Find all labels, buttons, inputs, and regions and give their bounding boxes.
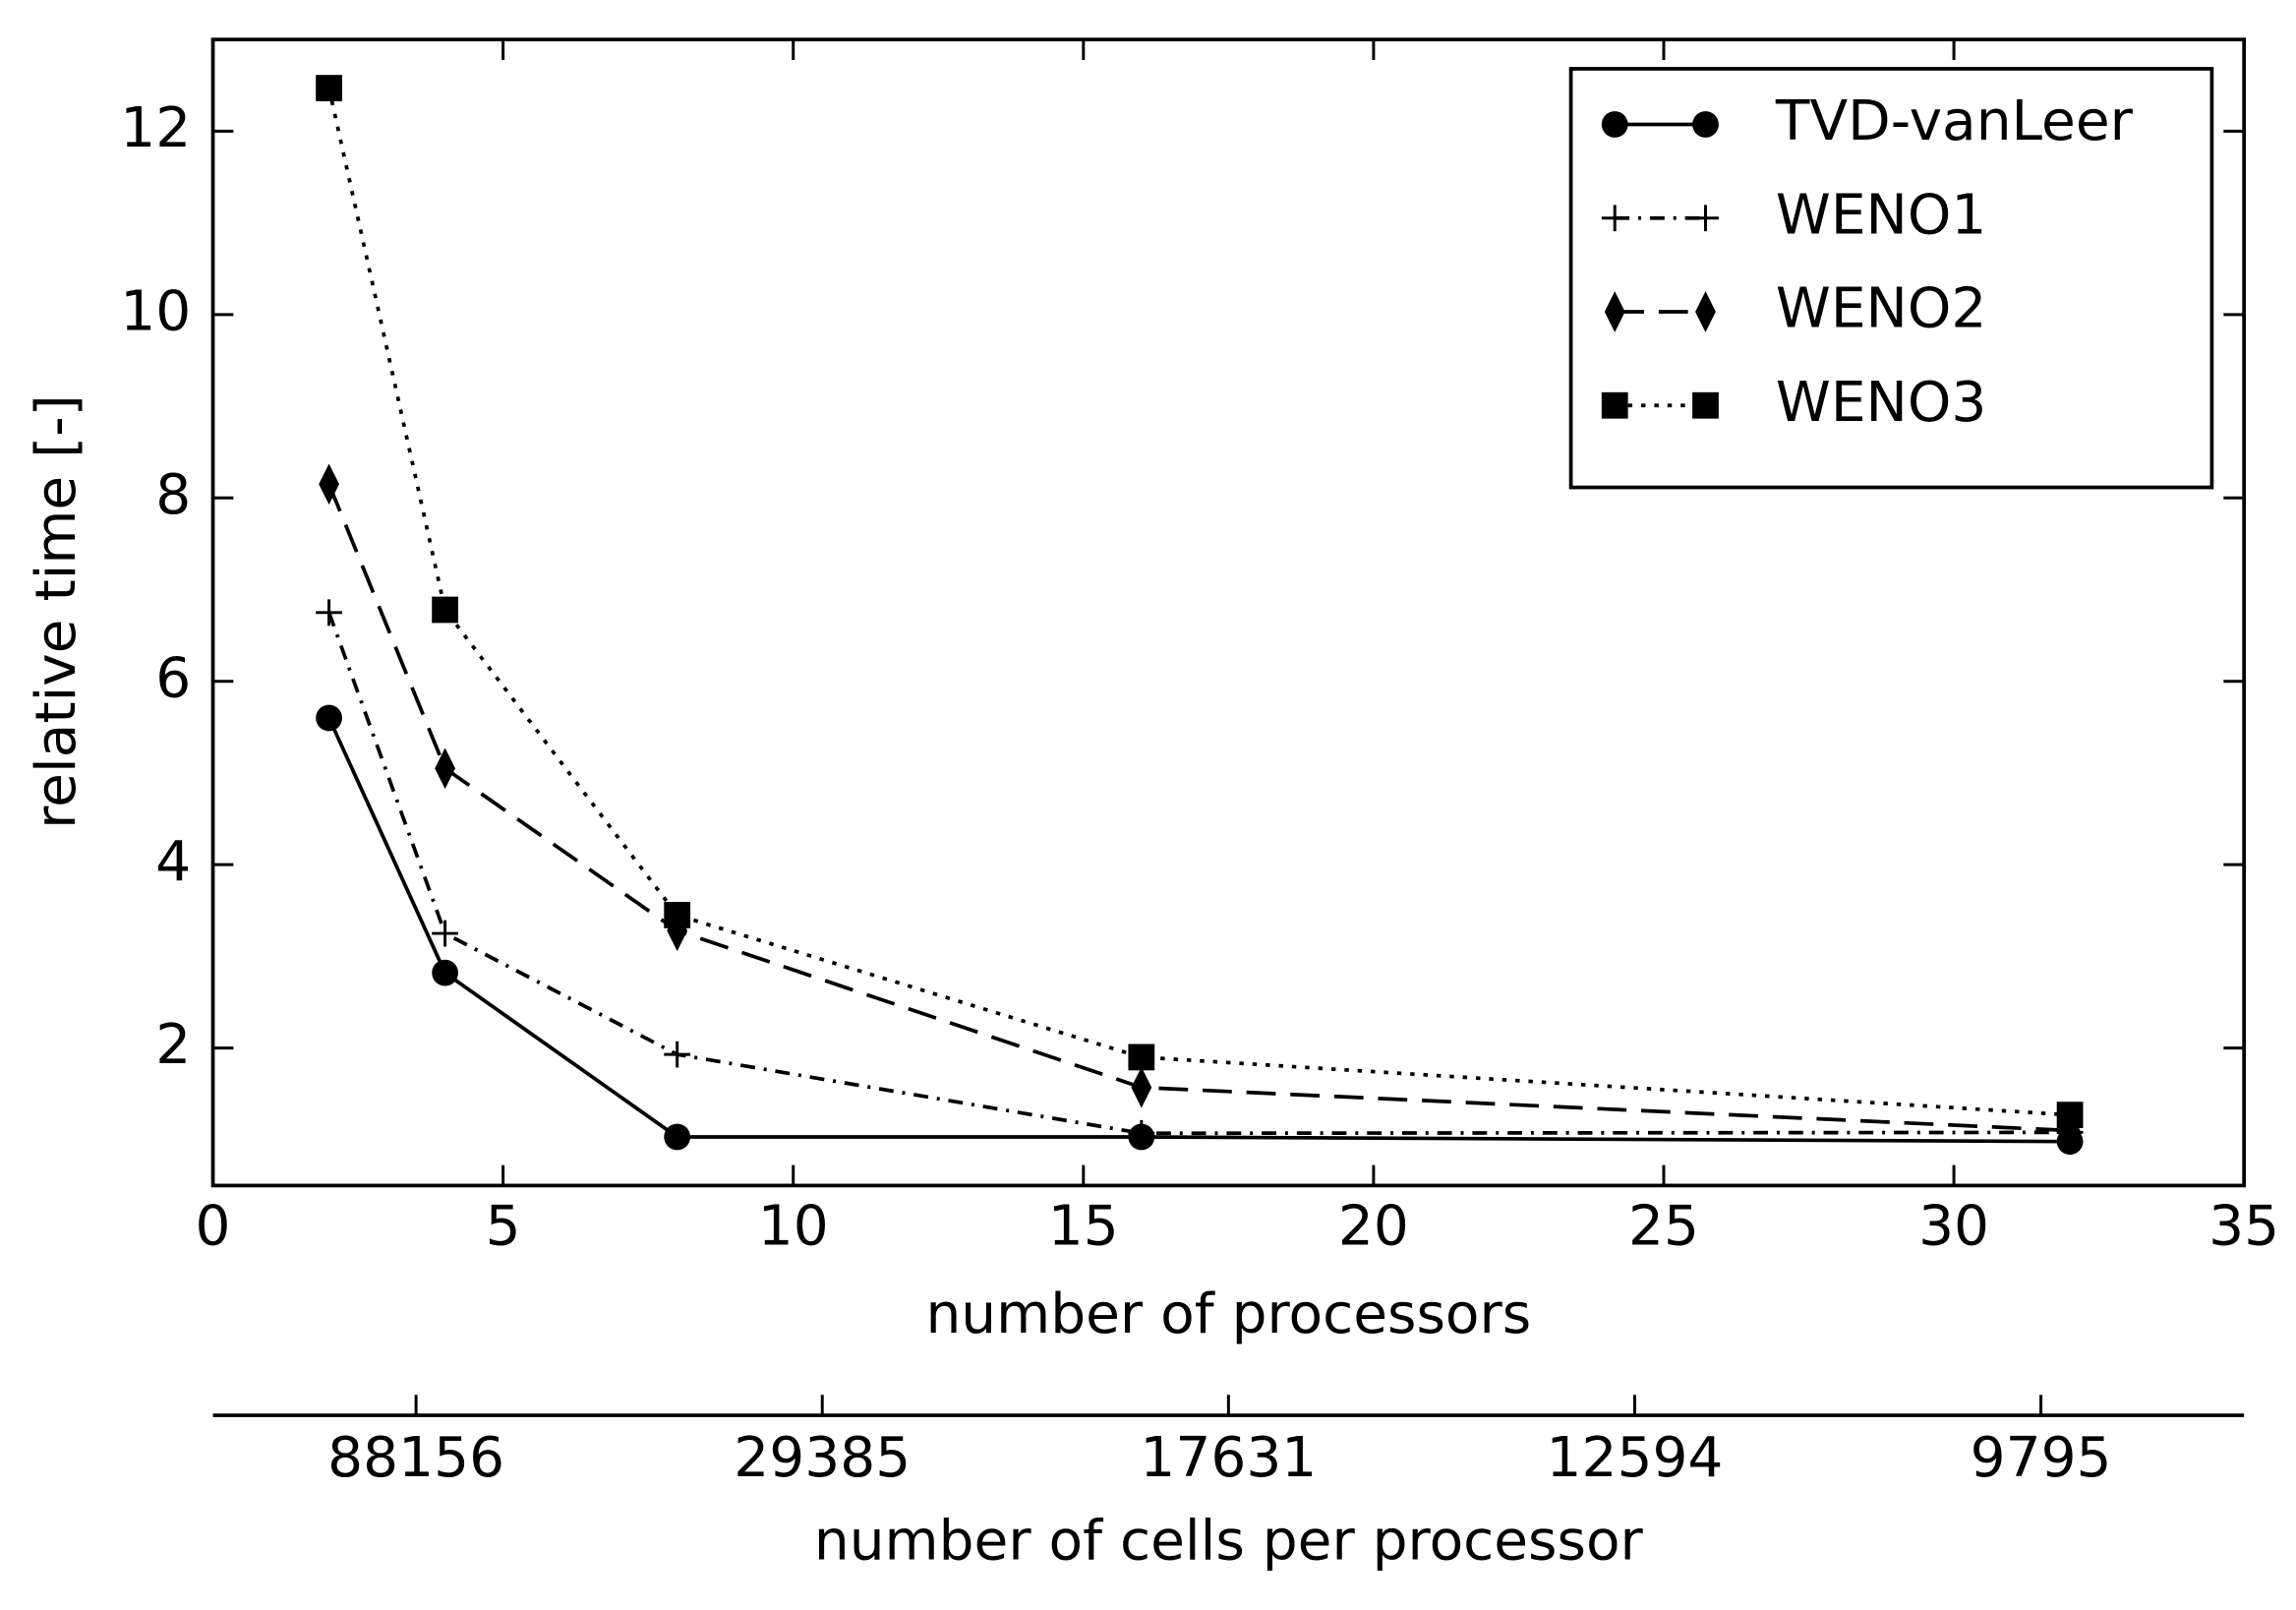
plot-frame xyxy=(210,37,2247,1188)
legend-label: TVD-vanLeer xyxy=(1775,89,2134,153)
marker xyxy=(316,704,342,732)
x-tick-label: 35 xyxy=(2208,1195,2279,1259)
y-tick-label: 12 xyxy=(120,96,191,160)
x-tick-label: 25 xyxy=(1628,1195,1699,1259)
marker xyxy=(1695,291,1716,332)
marker xyxy=(664,1041,691,1068)
series-line xyxy=(326,717,2071,1144)
x2-axis-label: number of cells per processor xyxy=(814,1510,1644,1574)
series-line xyxy=(326,612,2071,1136)
marker xyxy=(316,75,342,101)
legend: TVD-vanLeer WENO1 WENO2 WENO3 xyxy=(1568,67,2214,490)
x-tick-label: 30 xyxy=(1918,1195,1989,1259)
marker xyxy=(1128,1119,1155,1147)
x2-tick-label: 17631 xyxy=(1140,1426,1317,1490)
marker xyxy=(432,920,459,947)
marker xyxy=(1601,205,1628,232)
x-tick-label: 15 xyxy=(1048,1195,1119,1259)
x-axis-label: number of processors xyxy=(925,1282,1531,1346)
marker xyxy=(1601,391,1628,419)
marker xyxy=(1692,111,1719,138)
marker xyxy=(2056,1102,2084,1129)
x2-tick-label: 12594 xyxy=(1547,1426,1724,1490)
marker xyxy=(664,902,691,928)
marker xyxy=(316,599,342,626)
x2-tick-label: 9795 xyxy=(1971,1426,2112,1490)
y-tick-label: 6 xyxy=(155,646,191,710)
x-tick-label: 20 xyxy=(1338,1195,1409,1259)
x2-tick-label: 29385 xyxy=(734,1426,911,1490)
legend-label: WENO2 xyxy=(1776,277,1986,341)
series-line xyxy=(326,483,2071,1133)
y-tick-label: 10 xyxy=(120,279,191,343)
legend-label: WENO1 xyxy=(1776,183,1986,247)
marker xyxy=(1692,391,1719,419)
marker xyxy=(1601,111,1628,138)
legend-box xyxy=(1568,67,2214,490)
legend-label: WENO3 xyxy=(1776,371,1986,435)
x-tick-label: 10 xyxy=(758,1195,829,1259)
marker xyxy=(1692,205,1719,232)
marker xyxy=(1604,291,1625,332)
y-tick-label: 8 xyxy=(155,463,191,527)
series-line xyxy=(326,88,2071,1117)
marker xyxy=(435,747,456,790)
x2-tick-label: 88156 xyxy=(327,1426,504,1490)
marker xyxy=(664,1123,691,1151)
y-tick-label: 2 xyxy=(155,1013,191,1077)
y-tick-label: 4 xyxy=(155,830,191,894)
marker xyxy=(432,959,459,986)
marker xyxy=(432,596,459,624)
x-tick-label: 0 xyxy=(196,1195,231,1259)
marker xyxy=(1128,1044,1155,1071)
y-axis-label: relative time [-] xyxy=(25,394,88,829)
x-tick-label: 5 xyxy=(486,1195,521,1259)
marker xyxy=(1131,1066,1152,1108)
